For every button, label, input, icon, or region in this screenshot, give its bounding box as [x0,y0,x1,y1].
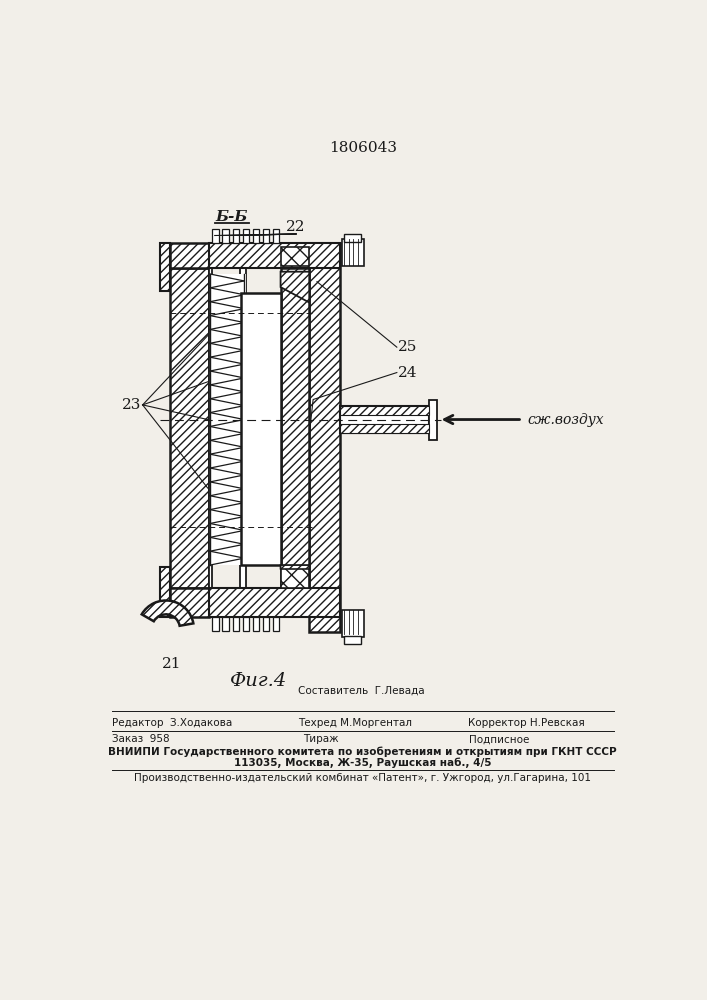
Polygon shape [281,272,309,302]
Text: ВНИИПИ Государственного комитета по изобретениям и открытиям при ГКНТ СССР: ВНИИПИ Государственного комитета по изоб… [108,747,617,757]
Bar [223,617,228,631]
Bar [241,293,281,565]
Bar [170,268,209,588]
Text: Фиг.4: Фиг.4 [230,672,288,690]
Text: Подписное: Подписное [469,734,530,744]
Text: 21: 21 [163,657,182,671]
Bar [243,617,249,631]
Bar [212,617,218,631]
Text: Тираж: Тираж [303,734,339,744]
Text: Заказ  958: Заказ 958 [112,734,169,744]
Bar [341,610,363,637]
Text: Корректор Н.Ревская: Корректор Н.Ревская [468,718,585,728]
Bar [170,588,209,617]
Text: 24: 24 [398,366,418,380]
Bar [281,569,309,588]
Bar [212,229,218,243]
Text: сж.воздух: сж.воздух [527,413,604,427]
Bar [209,588,340,617]
Bar [341,239,363,266]
Bar [210,274,246,565]
Bar [340,406,429,415]
Polygon shape [281,565,309,584]
Bar [252,229,259,243]
Bar [160,567,170,617]
Text: Составитель  Г.Левада: Составитель Г.Левада [298,686,424,696]
Text: 25: 25 [398,340,418,354]
Text: Производственно-издательский комбинат «Патент», г. Ужгород, ул.Гагарина, 101: Производственно-издательский комбинат «П… [134,773,591,783]
Bar [273,617,279,631]
Bar [252,617,259,631]
Bar [263,617,269,631]
Bar [344,234,361,242]
Bar [160,243,170,291]
Bar [340,424,429,433]
Text: 23: 23 [122,398,141,412]
Bar [281,268,309,588]
Bar [209,243,340,268]
Text: Редактор  З.Ходакова: Редактор З.Ходакова [112,718,232,728]
Text: 1806043: 1806043 [329,141,397,155]
Bar [429,400,437,440]
Wedge shape [141,600,193,626]
Bar [233,229,239,243]
Text: 22: 22 [286,220,306,234]
Text: Техред М.Моргентал: Техред М.Моргентал [298,718,411,728]
Bar [263,229,269,243]
Bar [209,268,211,588]
Text: Б-Б: Б-Б [216,210,248,224]
Bar [309,243,340,632]
Bar [243,229,249,243]
Text: 113035, Москва, Ж-35, Раушская наб., 4/5: 113035, Москва, Ж-35, Раушская наб., 4/5 [234,758,491,768]
Bar [170,243,209,268]
Bar [273,229,279,243]
Bar [281,247,309,266]
Bar [340,406,429,433]
Bar [240,268,246,588]
Bar [344,636,361,644]
Bar [223,229,228,243]
Bar [233,617,239,631]
